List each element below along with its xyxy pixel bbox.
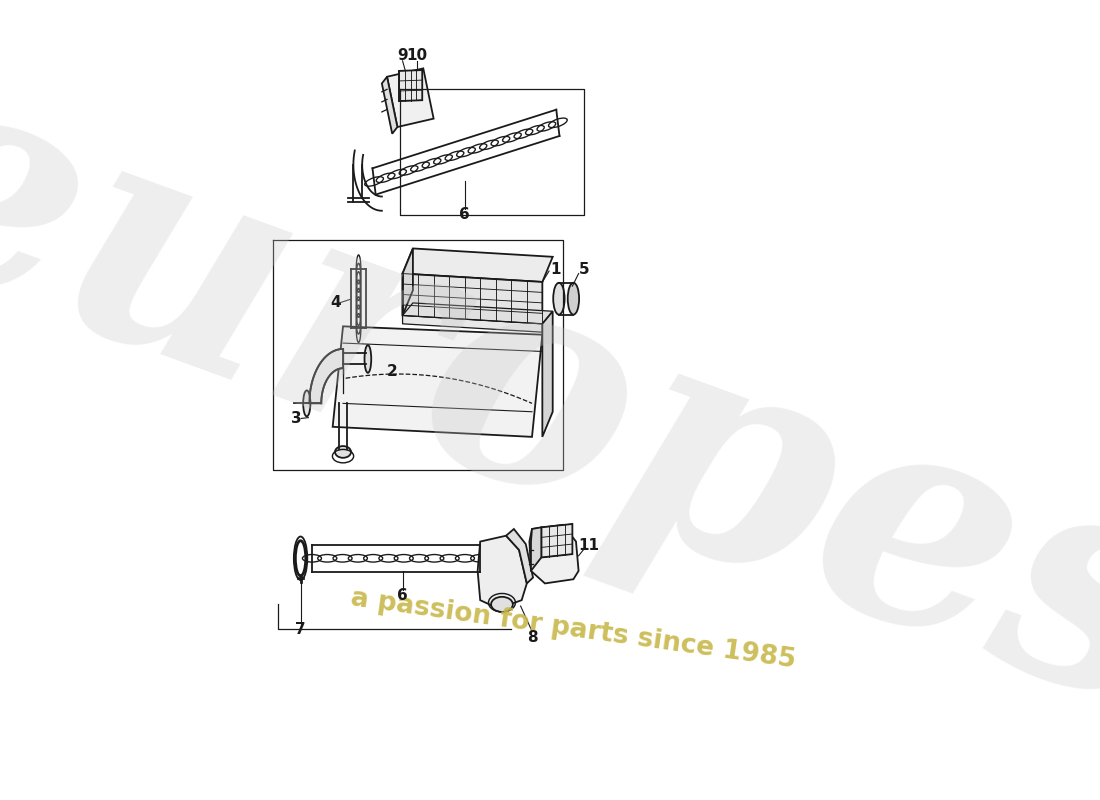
Text: europes: europes bbox=[0, 32, 1100, 775]
Polygon shape bbox=[332, 326, 542, 437]
Text: 3: 3 bbox=[292, 411, 301, 426]
Polygon shape bbox=[309, 349, 343, 403]
Polygon shape bbox=[399, 70, 422, 101]
Ellipse shape bbox=[336, 446, 351, 458]
Text: 5: 5 bbox=[579, 262, 590, 277]
Polygon shape bbox=[403, 315, 542, 332]
Text: 4: 4 bbox=[330, 295, 341, 310]
Text: 9: 9 bbox=[397, 48, 408, 63]
Ellipse shape bbox=[491, 597, 513, 612]
Text: 6: 6 bbox=[397, 589, 408, 603]
Polygon shape bbox=[403, 249, 412, 315]
Ellipse shape bbox=[553, 282, 564, 314]
Text: 6: 6 bbox=[460, 207, 470, 222]
Polygon shape bbox=[403, 274, 542, 324]
Text: 2: 2 bbox=[387, 364, 397, 379]
Polygon shape bbox=[382, 77, 397, 134]
Polygon shape bbox=[529, 525, 579, 583]
Polygon shape bbox=[541, 524, 572, 558]
Ellipse shape bbox=[364, 345, 371, 373]
Text: 10: 10 bbox=[407, 48, 428, 63]
Text: 11: 11 bbox=[579, 538, 600, 554]
Ellipse shape bbox=[304, 390, 310, 416]
Text: a passion for parts since 1985: a passion for parts since 1985 bbox=[349, 586, 798, 674]
Polygon shape bbox=[477, 536, 527, 609]
Text: 1: 1 bbox=[550, 262, 561, 277]
Polygon shape bbox=[403, 303, 552, 324]
Polygon shape bbox=[403, 249, 552, 282]
Polygon shape bbox=[531, 527, 541, 571]
Ellipse shape bbox=[568, 282, 579, 314]
Text: 7: 7 bbox=[295, 622, 306, 637]
Text: 8: 8 bbox=[527, 630, 537, 646]
Polygon shape bbox=[542, 311, 552, 437]
Polygon shape bbox=[387, 68, 433, 127]
Polygon shape bbox=[506, 529, 534, 583]
